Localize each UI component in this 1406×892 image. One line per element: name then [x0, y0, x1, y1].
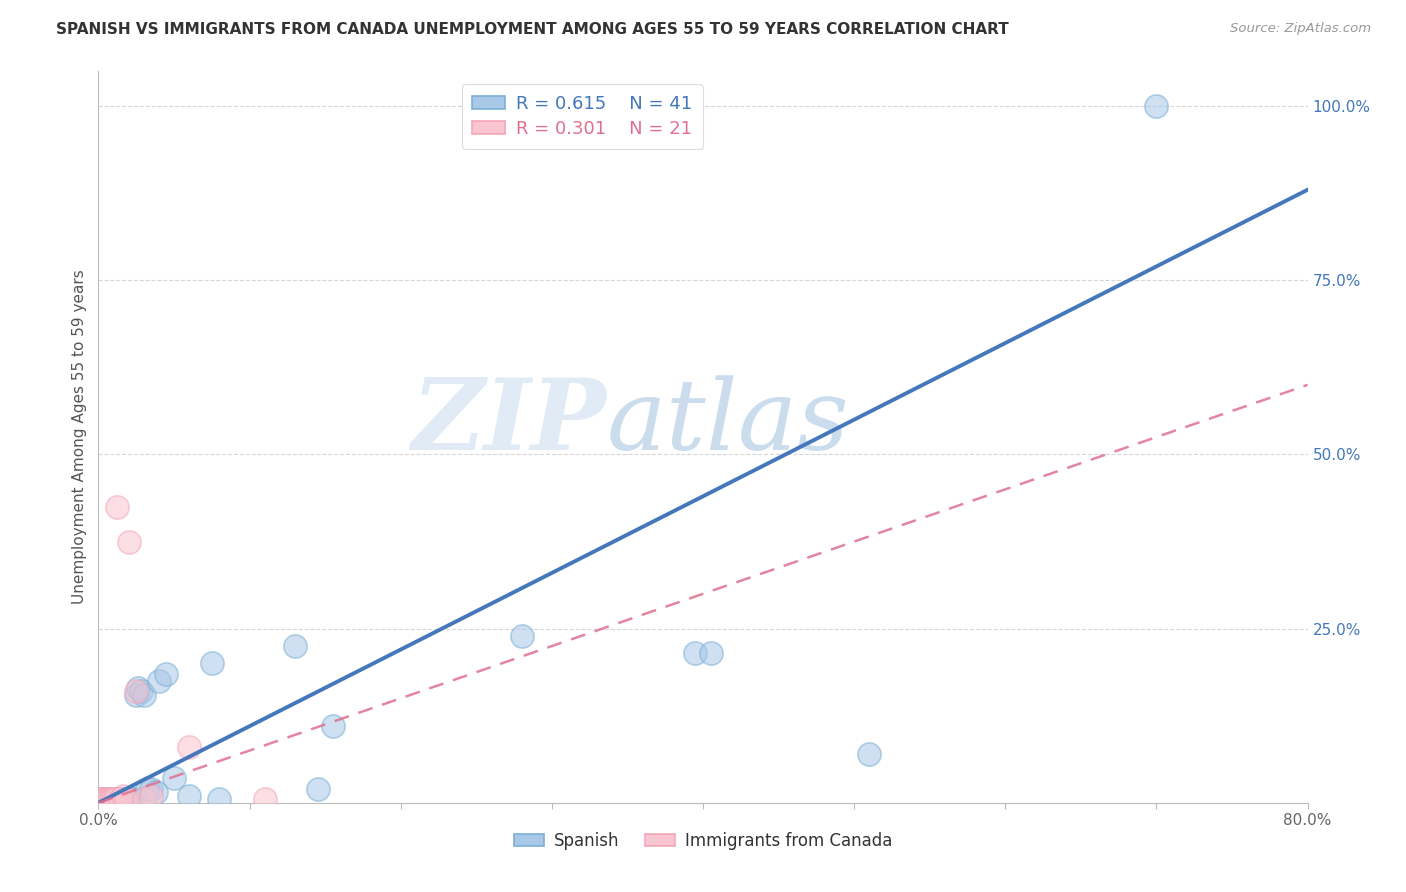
Point	[127, 681, 149, 695]
Point	[132, 792, 155, 806]
Point	[685, 646, 707, 660]
Point	[104, 792, 127, 806]
Point	[307, 781, 329, 796]
Point	[105, 792, 128, 806]
Point	[104, 792, 127, 806]
Point	[858, 747, 880, 761]
Point	[105, 500, 128, 514]
Point	[526, 99, 548, 113]
Point	[107, 792, 129, 806]
Point	[91, 792, 114, 806]
Point	[322, 719, 344, 733]
Point	[89, 792, 111, 806]
Point	[114, 792, 136, 806]
Point	[1144, 99, 1167, 113]
Point	[111, 789, 134, 803]
Point	[699, 646, 721, 660]
Text: SPANISH VS IMMIGRANTS FROM CANADA UNEMPLOYMENT AMONG AGES 55 TO 59 YEARS CORRELA: SPANISH VS IMMIGRANTS FROM CANADA UNEMPL…	[56, 22, 1010, 37]
Point	[103, 792, 125, 806]
Point	[108, 792, 131, 806]
Point	[284, 639, 307, 653]
Point	[94, 792, 117, 806]
Point	[148, 673, 170, 688]
Point	[118, 792, 141, 806]
Point	[94, 792, 117, 806]
Point	[135, 781, 157, 796]
Point	[155, 667, 177, 681]
Point	[89, 792, 111, 806]
Point	[201, 657, 224, 671]
Point	[163, 772, 186, 786]
Point	[96, 792, 118, 806]
Point	[141, 781, 163, 796]
Point	[100, 792, 122, 806]
Point	[110, 792, 132, 806]
Text: ZIP: ZIP	[412, 375, 606, 471]
Point	[129, 684, 152, 698]
Y-axis label: Unemployment Among Ages 55 to 59 years: Unemployment Among Ages 55 to 59 years	[72, 269, 87, 605]
Point	[111, 792, 134, 806]
Point	[100, 792, 122, 806]
Text: Source: ZipAtlas.com: Source: ZipAtlas.com	[1230, 22, 1371, 36]
Point	[98, 794, 121, 808]
Point	[121, 792, 143, 806]
Point	[96, 792, 118, 806]
Point	[93, 792, 115, 806]
Point	[91, 792, 114, 806]
Point	[208, 792, 231, 806]
Point	[93, 792, 115, 806]
Legend: Spanish, Immigrants from Canada: Spanish, Immigrants from Canada	[508, 825, 898, 856]
Point	[132, 688, 155, 702]
Point	[90, 792, 112, 806]
Point	[101, 792, 124, 806]
Point	[98, 792, 121, 806]
Point	[253, 792, 276, 806]
Point	[124, 792, 146, 806]
Point	[179, 789, 201, 803]
Point	[141, 789, 163, 803]
Point	[510, 629, 533, 643]
Point	[103, 792, 125, 806]
Point	[90, 792, 112, 806]
Point	[145, 785, 167, 799]
Point	[114, 792, 136, 806]
Point	[179, 740, 201, 755]
Point	[125, 688, 148, 702]
Point	[101, 792, 124, 806]
Text: atlas: atlas	[606, 375, 849, 470]
Point	[125, 684, 148, 698]
Point	[118, 534, 141, 549]
